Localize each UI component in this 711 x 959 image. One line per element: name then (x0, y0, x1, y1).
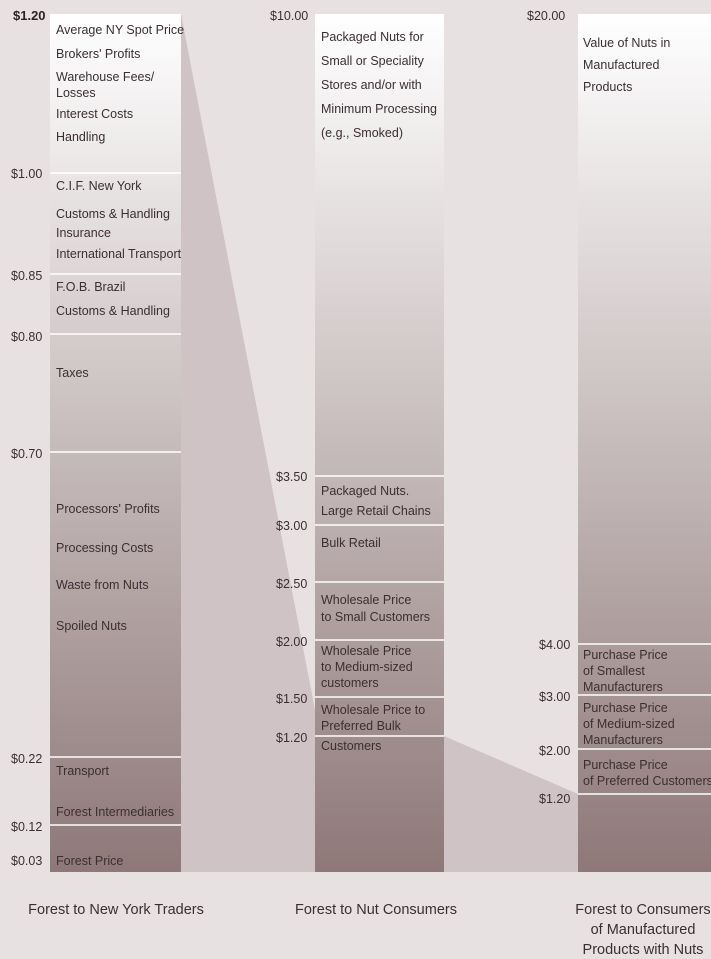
connector-consumers-to-manufactured (444, 736, 578, 872)
cost-label: Forest Intermediaries (56, 805, 174, 819)
cost-label: Forest Price (56, 854, 123, 868)
column-caption: Forest to Consumers of Manufactured Produc… (575, 902, 710, 958)
cost-label: Taxes (56, 366, 89, 380)
price-tick: $3.00 (276, 519, 307, 533)
cost-label: F.O.B. Brazil (56, 280, 125, 294)
cost-label: Customs & Handling Insurance International… (56, 207, 182, 261)
column-nut-consumers: $10.00 $3.50 $3.00 $2.50 $2.00 $1.50 $1.… (270, 9, 457, 918)
price-tick: $0.12 (11, 820, 42, 834)
cost-label: C.I.F. New York (56, 179, 142, 193)
cost-label: Processors' Profits (56, 502, 160, 516)
price-tick: $3.50 (276, 470, 307, 484)
cost-label: Handling (56, 130, 105, 144)
price-tick: $2.00 (539, 744, 570, 758)
price-point-label: Purchase Price of Smallest Manufacturers (583, 648, 668, 694)
top-price-label: $20.00 (527, 9, 565, 23)
column-manufactured-products: $20.00 $4.00 $3.00 $2.00 $1.20 Value of … (527, 9, 711, 958)
cost-label: Brokers' Profits (56, 47, 140, 61)
cost-label: Customs & Handling (56, 304, 170, 318)
cost-label: Average NY Spot Price (56, 23, 184, 37)
price-point-label: Wholesale Price to Small Customers (321, 593, 430, 624)
price-point-label: Value of Nuts in Manufactured Products (583, 36, 670, 94)
price-tick: $0.80 (11, 330, 42, 344)
cost-label: Transport (56, 764, 110, 778)
cost-label: Waste from Nuts (56, 578, 149, 592)
price-tick: $1.50 (276, 692, 307, 706)
price-tick: $2.50 (276, 577, 307, 591)
column-ny-traders: $1.20 $1.00 $0.85 $0.80 $0.70 $0.22 $0.1… (11, 8, 204, 918)
price-point-label: Purchase Price of Medium-sized Manufacture… (583, 701, 675, 747)
top-price-label: $1.20 (13, 8, 46, 23)
price-point-label: Bulk Retail (321, 536, 381, 550)
price-point-label: Purchase Price of Preferred Customers (583, 758, 711, 788)
column-caption: Forest to New York Traders (28, 902, 204, 918)
price-point-label: Wholesale Price to Medium-sized customers (321, 644, 413, 690)
cost-label: Spoiled Nuts (56, 619, 127, 633)
bar-forest-to-ny-traders (50, 14, 181, 872)
price-tick: $0.22 (11, 752, 42, 766)
price-tick: $0.70 (11, 447, 42, 461)
price-tick: $1.20 (539, 792, 570, 806)
price-point-label: Packaged Nuts. Large Retail Chains (321, 484, 431, 518)
price-tick: $0.85 (11, 269, 42, 283)
cost-label: Processing Costs (56, 541, 153, 555)
top-price-label: $10.00 (270, 9, 308, 23)
cost-label: Interest Costs (56, 107, 133, 121)
column-caption: Forest to Nut Consumers (295, 902, 457, 918)
price-tick: $2.00 (276, 635, 307, 649)
bar-forest-to-manufactured (578, 14, 711, 872)
price-point-label: Wholesale Price to Preferred Bulk Customer… (321, 703, 425, 753)
bar-forest-to-nut-consumers (315, 14, 444, 872)
cost-label: Warehouse Fees/Losses (56, 70, 155, 100)
price-tick: $3.00 (539, 690, 570, 704)
price-tick: $1.20 (276, 731, 307, 745)
price-tick: $0.03 (11, 854, 42, 868)
dividers (50, 172, 711, 826)
connector-ny-to-consumers (181, 14, 320, 872)
price-tick: $1.00 (11, 167, 42, 181)
price-point-label: Packaged Nuts for Small or Speciality Stor… (321, 30, 437, 140)
price-tick: $4.00 (539, 638, 570, 652)
